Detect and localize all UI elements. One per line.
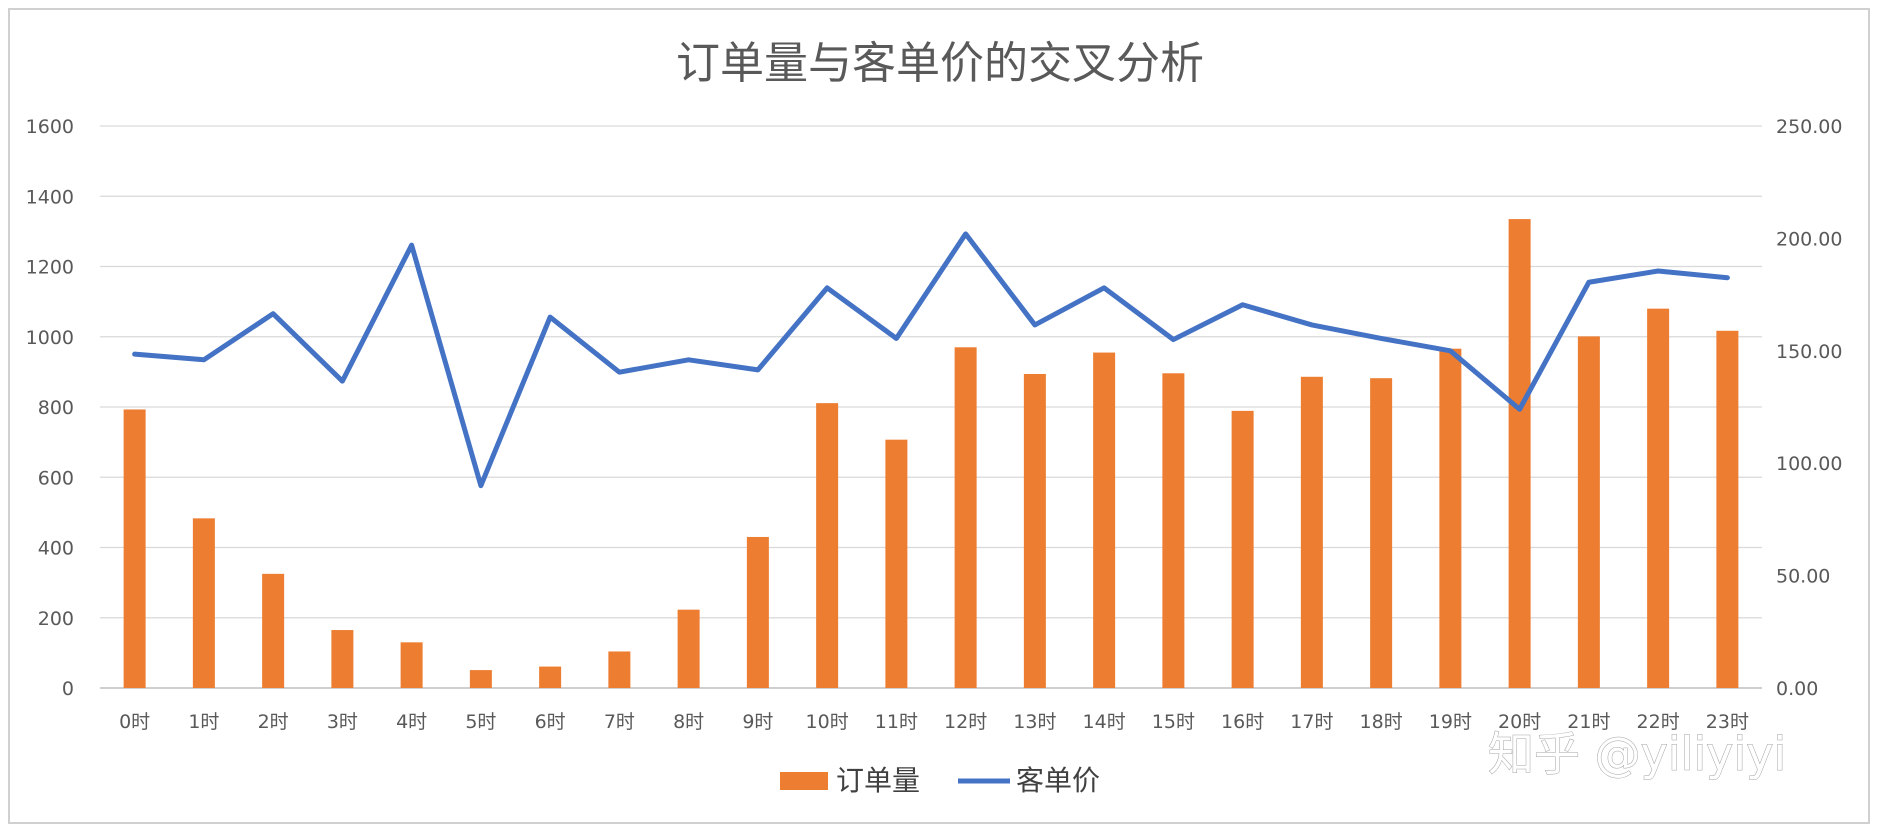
bar-5时 — [469, 670, 492, 688]
right-y-axis: 0.00 50.00 100.00 150.00 200.00 250.00 — [1776, 116, 1842, 700]
bar-14时 — [1093, 352, 1116, 688]
x-tick-label: 11时 — [875, 711, 918, 733]
x-tick-label: 17时 — [1290, 711, 1333, 733]
right-tick-label: 250.00 — [1776, 116, 1842, 138]
bar-12时 — [954, 347, 977, 688]
x-tick-label: 2时 — [258, 711, 289, 733]
x-tick-label: 12时 — [944, 711, 987, 733]
gridlines — [100, 125, 1762, 689]
left-tick-label: 600 — [38, 467, 74, 489]
legend-label-avg-price: 客单价 — [1016, 764, 1100, 797]
x-tick-label: 18时 — [1360, 711, 1403, 733]
bar-0时 — [123, 409, 146, 688]
bar-18时 — [1370, 378, 1393, 688]
x-tick-label: 20时 — [1498, 711, 1541, 733]
left-tick-label: 400 — [38, 538, 74, 560]
bar-7时 — [608, 651, 631, 688]
bar-17时 — [1300, 376, 1323, 688]
chart-title: 订单量与客单价的交叉分析 — [676, 38, 1204, 89]
x-tick-label: 7时 — [604, 711, 635, 733]
left-tick-label: 1000 — [26, 327, 74, 349]
bar-11时 — [885, 439, 908, 688]
x-tick-label: 6时 — [535, 711, 566, 733]
line-series-avg-price — [132, 231, 1730, 489]
bar-8时 — [677, 609, 700, 688]
x-tick-label: 19时 — [1429, 711, 1472, 733]
x-tick-label: 23时 — [1706, 711, 1749, 733]
watermark: 知乎 @yiliyiyi — [1488, 727, 1786, 781]
x-tick-label: 3时 — [327, 711, 358, 733]
bar-6时 — [539, 666, 562, 688]
right-tick-label: 150.00 — [1776, 341, 1842, 363]
left-tick-label: 800 — [38, 397, 74, 419]
bar-16时 — [1231, 410, 1254, 688]
bar-10时 — [816, 403, 839, 688]
legend-swatch-orders — [780, 772, 828, 790]
avg-price-line — [132, 231, 1730, 489]
right-tick-label: 50.00 — [1776, 566, 1830, 588]
bar-23时 — [1716, 330, 1739, 688]
x-tick-label: 5时 — [465, 711, 496, 733]
x-tick-label: 16时 — [1221, 711, 1264, 733]
left-tick-label: 1400 — [26, 186, 74, 208]
bar-1时 — [192, 518, 215, 688]
bar-19时 — [1439, 348, 1462, 688]
legend: 订单量 客单价 — [780, 764, 1100, 797]
bar-20时 — [1508, 219, 1531, 689]
bar-2时 — [262, 573, 285, 688]
bar-9时 — [746, 536, 769, 688]
left-y-axis: 0 200 400 600 800 1000 1200 1400 1600 — [26, 116, 74, 700]
legend-label-orders: 订单量 — [836, 764, 920, 797]
right-tick-label: 200.00 — [1776, 228, 1842, 250]
bar-15时 — [1162, 373, 1185, 688]
x-tick-label: 1时 — [188, 711, 219, 733]
x-tick-label: 8时 — [673, 711, 704, 733]
bar-21时 — [1577, 336, 1600, 688]
bar-3时 — [331, 630, 354, 688]
x-axis: 0时 1时 2时 3时 4时 5时 6时 7时 8时 9时 10时 11时 12时 13时 14时 15时 16… — [119, 711, 1749, 733]
left-tick-label: 0 — [62, 678, 74, 700]
bar-22时 — [1647, 308, 1670, 688]
x-tick-label: 21时 — [1567, 711, 1610, 733]
left-tick-label: 1200 — [26, 257, 74, 279]
bar-4时 — [400, 642, 423, 688]
x-tick-label: 0时 — [119, 711, 150, 733]
left-tick-label: 1600 — [26, 116, 74, 138]
bar-13时 — [1023, 373, 1046, 688]
x-tick-label: 10时 — [806, 711, 849, 733]
x-tick-label: 15时 — [1152, 711, 1195, 733]
x-tick-label: 22时 — [1637, 711, 1680, 733]
x-tick-label: 13时 — [1013, 711, 1056, 733]
x-tick-label: 4时 — [396, 711, 427, 733]
left-tick-label: 200 — [38, 608, 74, 630]
right-tick-label: 100.00 — [1776, 453, 1842, 475]
right-tick-label: 0.00 — [1776, 678, 1818, 700]
bar-series-orders — [123, 219, 1739, 689]
x-tick-label: 9时 — [742, 711, 773, 733]
x-tick-label: 14时 — [1083, 711, 1126, 733]
